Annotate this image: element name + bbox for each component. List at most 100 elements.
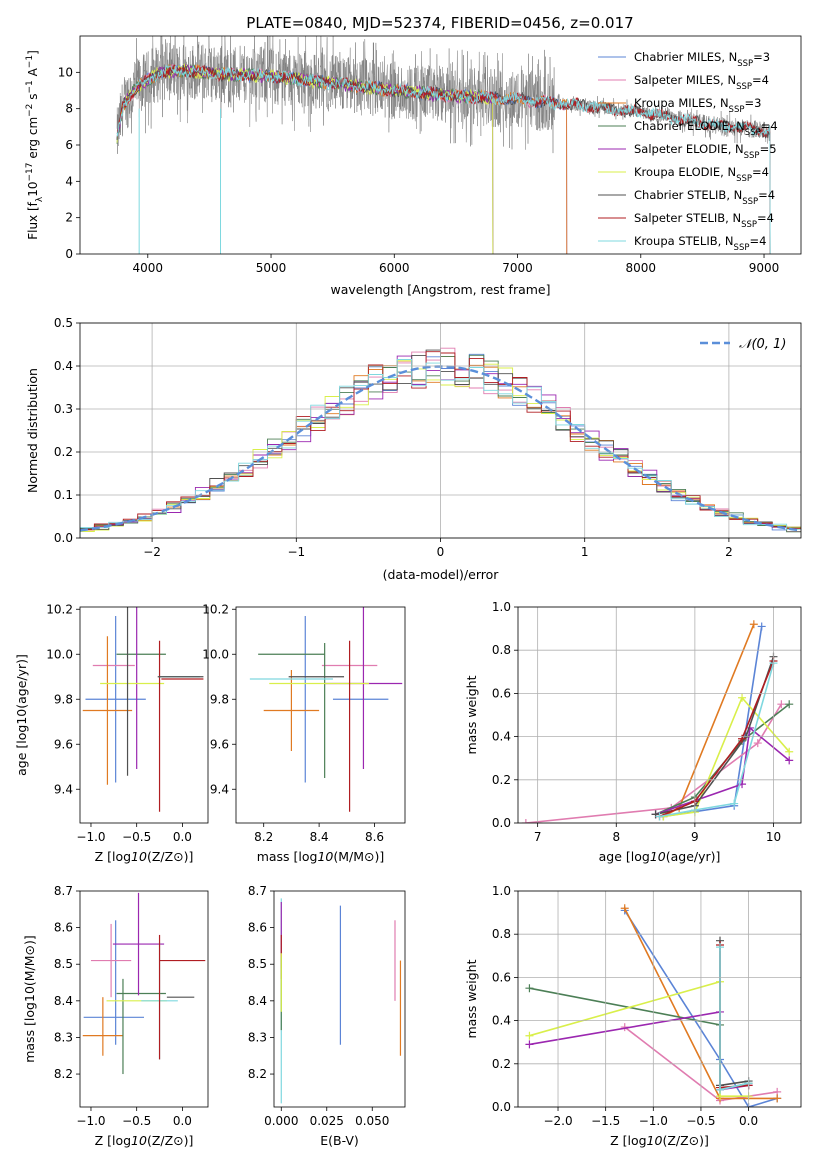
panel-age-vs-mass: 8.2 8.4 8.6 9.4 9.6 9.8 10.0 10.2 mass [log10(M/…	[202, 602, 406, 864]
y-tick-label: 10.2	[46, 602, 73, 616]
age-vs-Z-ylabel: age [log10(age/yr)]	[14, 654, 29, 776]
y-tick-label: 8.3	[248, 1030, 267, 1044]
x-tick-label: −0.5	[122, 830, 151, 844]
spectrum-ylabel: Flux [fλ10−17 erg cm−2 s−1 A−1]	[25, 50, 45, 240]
x-tick-label: 8.6	[365, 830, 384, 844]
point-marker-chabrier-elodie	[525, 984, 534, 993]
series-line-chabrier-miles	[663, 626, 763, 818]
plot-area-mass-vs-Z	[82, 892, 206, 1075]
age-vs-mass-xlabel: mass [log10(M/M⊙)]	[257, 849, 385, 864]
x-tick-label: −2.0	[543, 1114, 572, 1128]
point-marker-salpeter-stelib	[738, 734, 747, 743]
x-tick-label: −1.0	[76, 830, 105, 844]
x-tick-label: 0.0	[173, 1114, 192, 1128]
y-tick-label: 8.4	[248, 994, 267, 1008]
y-tick-label: 8.2	[54, 1067, 73, 1081]
legend-label-chabrier-miles: Chabrier MILES, NSSP=3	[634, 50, 770, 69]
point-marker-kroupa-stelib	[655, 812, 664, 821]
axes-frame	[517, 890, 802, 1108]
series-line-chabrier-elodie	[655, 703, 790, 816]
panel-spectrum: 4000 5000 6000 7000 8000 9000 0 2 4 6 8 10 wavelengt…	[25, 35, 802, 297]
y-tick-label: 2	[65, 211, 73, 225]
series-line-kroupa-stelib	[719, 947, 749, 1091]
point-marker-salpeter-elodie	[525, 1040, 534, 1049]
point-marker-salpeter-miles	[777, 700, 786, 709]
x-tick-label: 0.0	[739, 1114, 758, 1128]
point-marker-kroupa-miles	[749, 620, 758, 629]
point-marker-kroupa-stelib	[716, 943, 725, 952]
y-tick-label: 0.5	[54, 316, 73, 330]
y-tick-label: 10.2	[202, 602, 229, 616]
y-tick-label: 9.4	[54, 782, 73, 796]
axes-frame	[79, 606, 209, 824]
y-tick-label: 0.2	[54, 445, 73, 459]
plot-area-mass-weight-vs-age	[521, 620, 794, 823]
mass-weight-vs-age-xlabel: age [log10(age/yr)]	[599, 849, 721, 864]
mass-vs-Z-xlabel: Z [log10(Z/Z⊙)]	[95, 1133, 194, 1148]
x-tick-label: −1.0	[639, 1114, 668, 1128]
x-tick-label: −2	[143, 545, 161, 559]
point-marker-kroupa-stelib	[730, 799, 739, 808]
gaussian-curve	[80, 365, 799, 532]
y-tick-label: 0.0	[54, 531, 73, 545]
axes-frame	[79, 890, 209, 1108]
x-tick-label: −0.5	[122, 1114, 151, 1128]
y-tick-label: 9.8	[210, 692, 229, 706]
x-tick-label: −1.0	[76, 1114, 105, 1128]
legend-label-chabrier-stelib: Chabrier STELIB, NSSP=4	[634, 188, 775, 207]
y-tick-label: 0.2	[492, 773, 511, 787]
panel-mass-vs-ebv: 0.000 0.025 0.050 8.2 8.3 8.4 8.5 8.6 8.7 E(B-V)	[248, 884, 406, 1148]
y-tick-label: 0.4	[54, 359, 73, 373]
point-marker-salpeter-elodie	[785, 756, 794, 765]
axes-frame	[235, 606, 406, 824]
mass-weight-ylabel-mass-weight-vs-Z: mass weight	[464, 959, 479, 1038]
x-tick-label: 8000	[626, 261, 657, 275]
legend-label-chabrier-elodie: Chabrier ELODIE, NSSP=4	[634, 119, 778, 138]
series-line-kroupa-elodie	[663, 696, 790, 818]
y-tick-label: 0.0	[492, 1100, 511, 1114]
y-tick-label: 10.0	[46, 647, 73, 661]
y-tick-label: 8.7	[54, 884, 73, 898]
series-line-kroupa-stelib	[659, 662, 775, 818]
y-tick-label: 0.1	[54, 488, 73, 502]
x-tick-label: 10	[766, 830, 781, 844]
plot-area-mass-vs-ebv	[280, 898, 402, 1104]
legend-label-salpeter-miles: Salpeter MILES, NSSP=4	[634, 73, 769, 92]
plot-area-spectrum	[116, 36, 771, 254]
y-tick-label: 8.2	[248, 1067, 267, 1081]
residuals-xlabel: (data-model)/error	[383, 567, 500, 582]
x-tick-label: 0	[437, 545, 445, 559]
age-vs-Z-xlabel: Z [log10(Z/Z⊙)]	[95, 849, 194, 864]
y-tick-label: 0.6	[492, 686, 511, 700]
x-tick-label: 7000	[502, 261, 533, 275]
point-marker-salpeter-miles	[521, 819, 530, 823]
y-tick-label: 0.4	[492, 730, 511, 744]
plot-area-age-vs-Z	[82, 607, 204, 812]
y-tick-label: 10.0	[202, 647, 229, 661]
point-marker-kroupa-elodie	[525, 1031, 534, 1040]
mass-weight-vs-Z-xlabel: Z [log10(Z/Z⊙)]	[610, 1133, 709, 1148]
y-tick-label: 8.4	[54, 994, 73, 1008]
point-marker-chabrier-miles	[757, 622, 766, 631]
point-marker-kroupa-elodie	[738, 693, 747, 702]
x-tick-label: 5000	[256, 261, 287, 275]
point-marker-chabrier-stelib	[651, 810, 660, 819]
x-tick-label: 0.0	[173, 830, 192, 844]
legend-label-kroupa-elodie: Kroupa ELODIE, NSSP=4	[634, 165, 769, 184]
y-tick-label: 0.6	[492, 970, 511, 984]
y-tick-label: 8.3	[54, 1030, 73, 1044]
x-tick-label: 7	[534, 830, 542, 844]
x-tick-label: −1	[287, 545, 305, 559]
x-tick-label: 9000	[749, 261, 780, 275]
legend-label-salpeter-stelib: Salpeter STELIB, NSSP=4	[634, 211, 774, 230]
y-tick-label: 8.6	[248, 921, 267, 935]
panel-mass-weight-vs-age: 7 8 9 10 0.0 0.2 0.4 0.6 0.8 1.0 age [log10(age/yr…	[464, 600, 802, 864]
x-tick-label: 4000	[133, 261, 164, 275]
axes-frame	[79, 322, 802, 539]
plot-area-mass-weight-vs-Z	[525, 904, 782, 1107]
x-tick-label: 0.025	[310, 1114, 344, 1128]
x-tick-label: −0.5	[686, 1114, 715, 1128]
y-tick-label: 9.4	[210, 782, 229, 796]
y-tick-label: 6	[65, 138, 73, 152]
